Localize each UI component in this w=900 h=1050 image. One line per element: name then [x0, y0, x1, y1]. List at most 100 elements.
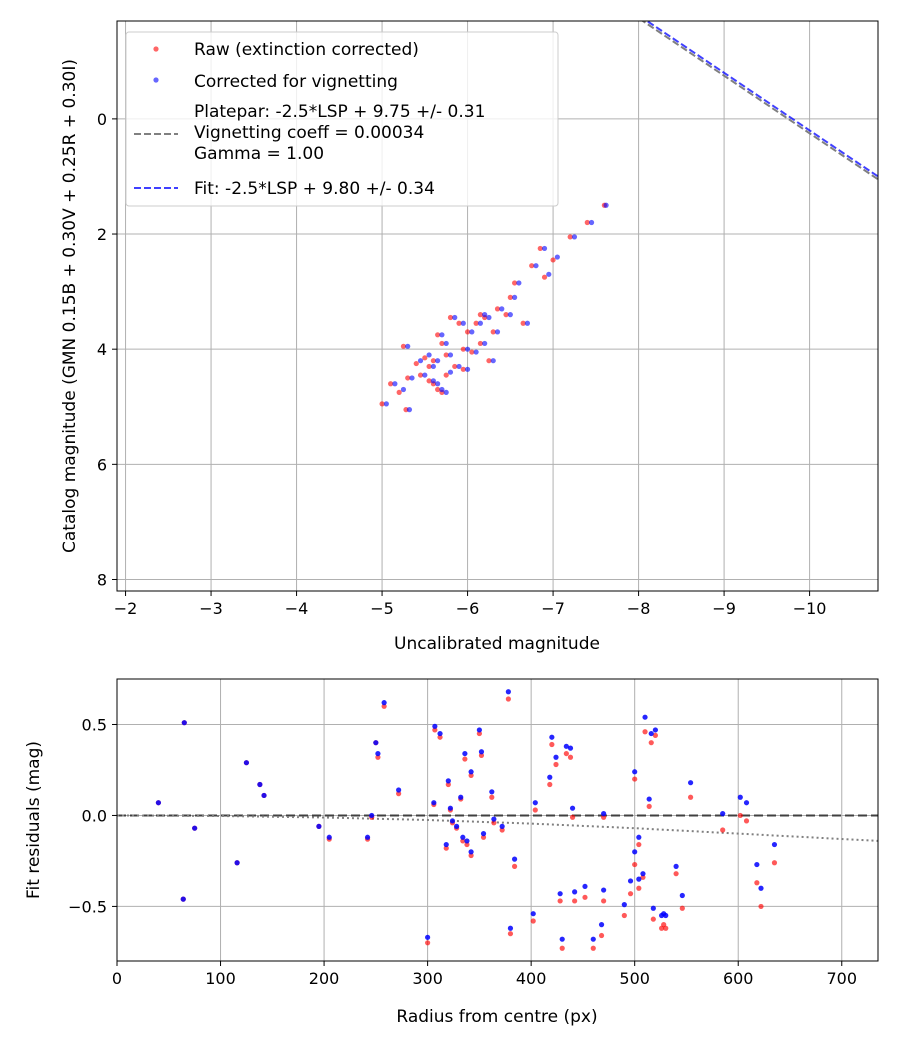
residual-raw-point [601, 814, 607, 820]
residual-corrected-point [582, 883, 588, 890]
raw-point [567, 234, 573, 240]
top-x-tick-label: −5 [370, 599, 394, 618]
corrected-point [443, 340, 449, 347]
corrected-point [422, 372, 428, 378]
corrected-point [383, 401, 389, 407]
residual-raw-point [590, 945, 596, 951]
raw-point [379, 401, 385, 407]
corrected-point [482, 312, 488, 318]
raw-point [584, 219, 590, 226]
residual-corrected-point [572, 889, 578, 895]
residual-corrected-point [369, 812, 375, 819]
residual-corrected-point [468, 769, 474, 775]
residual-corrected-point [449, 818, 456, 824]
residual-corrected-point [621, 902, 627, 908]
corrected-point [409, 375, 415, 381]
residual-corrected-point [598, 922, 605, 928]
top-x-tick-label: −4 [285, 599, 309, 618]
legend-marker-corrected [153, 77, 159, 83]
platepar-line [641, 21, 878, 181]
corrected-point [452, 314, 458, 321]
top-x-tick-label: −3 [199, 599, 223, 618]
residual-raw-point [627, 891, 634, 897]
raw-point [400, 343, 407, 349]
residual-raw-point [437, 734, 443, 740]
raw-point [541, 274, 548, 280]
residual-raw-point [743, 818, 750, 824]
residual-raw-point [507, 931, 514, 937]
residual-raw-point [491, 820, 497, 826]
residual-corrected-point [454, 823, 460, 829]
top-y-tick-label: 2 [97, 225, 107, 244]
residual-corrected-point [155, 800, 162, 806]
legend-box [125, 31, 559, 207]
residual-corrected-point [511, 856, 518, 862]
legend-label-corrected: Corrected for vignetting [194, 72, 398, 92]
residual-corrected-point [476, 727, 482, 733]
residual-raw-point [443, 845, 449, 851]
residual-corrected-point [530, 911, 536, 917]
corrected-point [533, 263, 539, 269]
residual-raw-point [532, 807, 538, 813]
residual-corrected-point [679, 892, 685, 899]
residual-raw-point [480, 834, 487, 840]
residual-corrected-point [569, 805, 576, 811]
residual-corrected-point [590, 936, 596, 942]
corrected-point [469, 329, 475, 335]
residual-corrected-point [464, 838, 470, 844]
bottom-x-tick-label: 500 [619, 969, 650, 988]
residual-raw-point [553, 761, 559, 768]
residual-corrected-point [743, 800, 750, 806]
residual-raw-point [468, 852, 474, 859]
residual-corrected-point [601, 811, 607, 817]
residual-raw-point [640, 874, 646, 880]
raw-point [464, 329, 471, 335]
residual-raw-point [445, 781, 451, 788]
raw-point [486, 358, 492, 364]
residual-raw-point [648, 740, 654, 746]
residual-raw-point [636, 885, 642, 891]
corrected-point [554, 254, 560, 260]
residual-corrected-point [754, 861, 760, 868]
corrected-point [443, 389, 449, 395]
raw-point [507, 294, 513, 300]
raw-point [490, 329, 496, 335]
corrected-point [447, 369, 454, 375]
corrected-point [546, 271, 552, 277]
residual-raw-point [549, 741, 555, 748]
corrected-point [435, 358, 441, 364]
corrected-point [392, 381, 398, 387]
residual-corrected-point [443, 841, 449, 848]
corrected-point [430, 378, 436, 384]
corrected-point [516, 280, 522, 286]
residual-corrected-point [234, 860, 240, 866]
residual-raw-point [505, 696, 511, 702]
legend-label-raw: Raw (extinction corrected) [194, 40, 419, 60]
legend-platepar-line: Gamma = 1.00 [194, 144, 324, 164]
corrected-point [464, 346, 471, 352]
corrected-point [486, 314, 492, 321]
bottom-x-tick-label: 0 [112, 969, 122, 988]
residual-corrected-point [445, 778, 451, 784]
raw-point [435, 332, 441, 338]
residual-raw-point [754, 880, 760, 886]
residual-raw-point [460, 838, 466, 844]
residual-raw-point [468, 772, 474, 779]
residual-raw-point [559, 945, 565, 951]
bottom-x-tick-label: 700 [826, 969, 857, 988]
residual-raw-point [632, 861, 638, 868]
corrected-point [541, 245, 548, 252]
residual-corrected-point [447, 805, 453, 811]
residual-corrected-point [636, 876, 642, 882]
residual-corrected-point [499, 823, 505, 829]
residual-corrected-point [652, 727, 658, 733]
residual-raw-point [572, 898, 578, 904]
residual-corrected-point [720, 811, 726, 817]
corrected-point [439, 386, 445, 393]
residual-corrected-point [192, 825, 198, 831]
bottom-x-tick-label: 600 [723, 969, 754, 988]
residual-corrected-point [687, 780, 694, 786]
residual-raw-point [663, 925, 669, 931]
bottom-y-axis-label: Fit residuals (mag) [24, 741, 44, 899]
raw-point [426, 378, 432, 384]
